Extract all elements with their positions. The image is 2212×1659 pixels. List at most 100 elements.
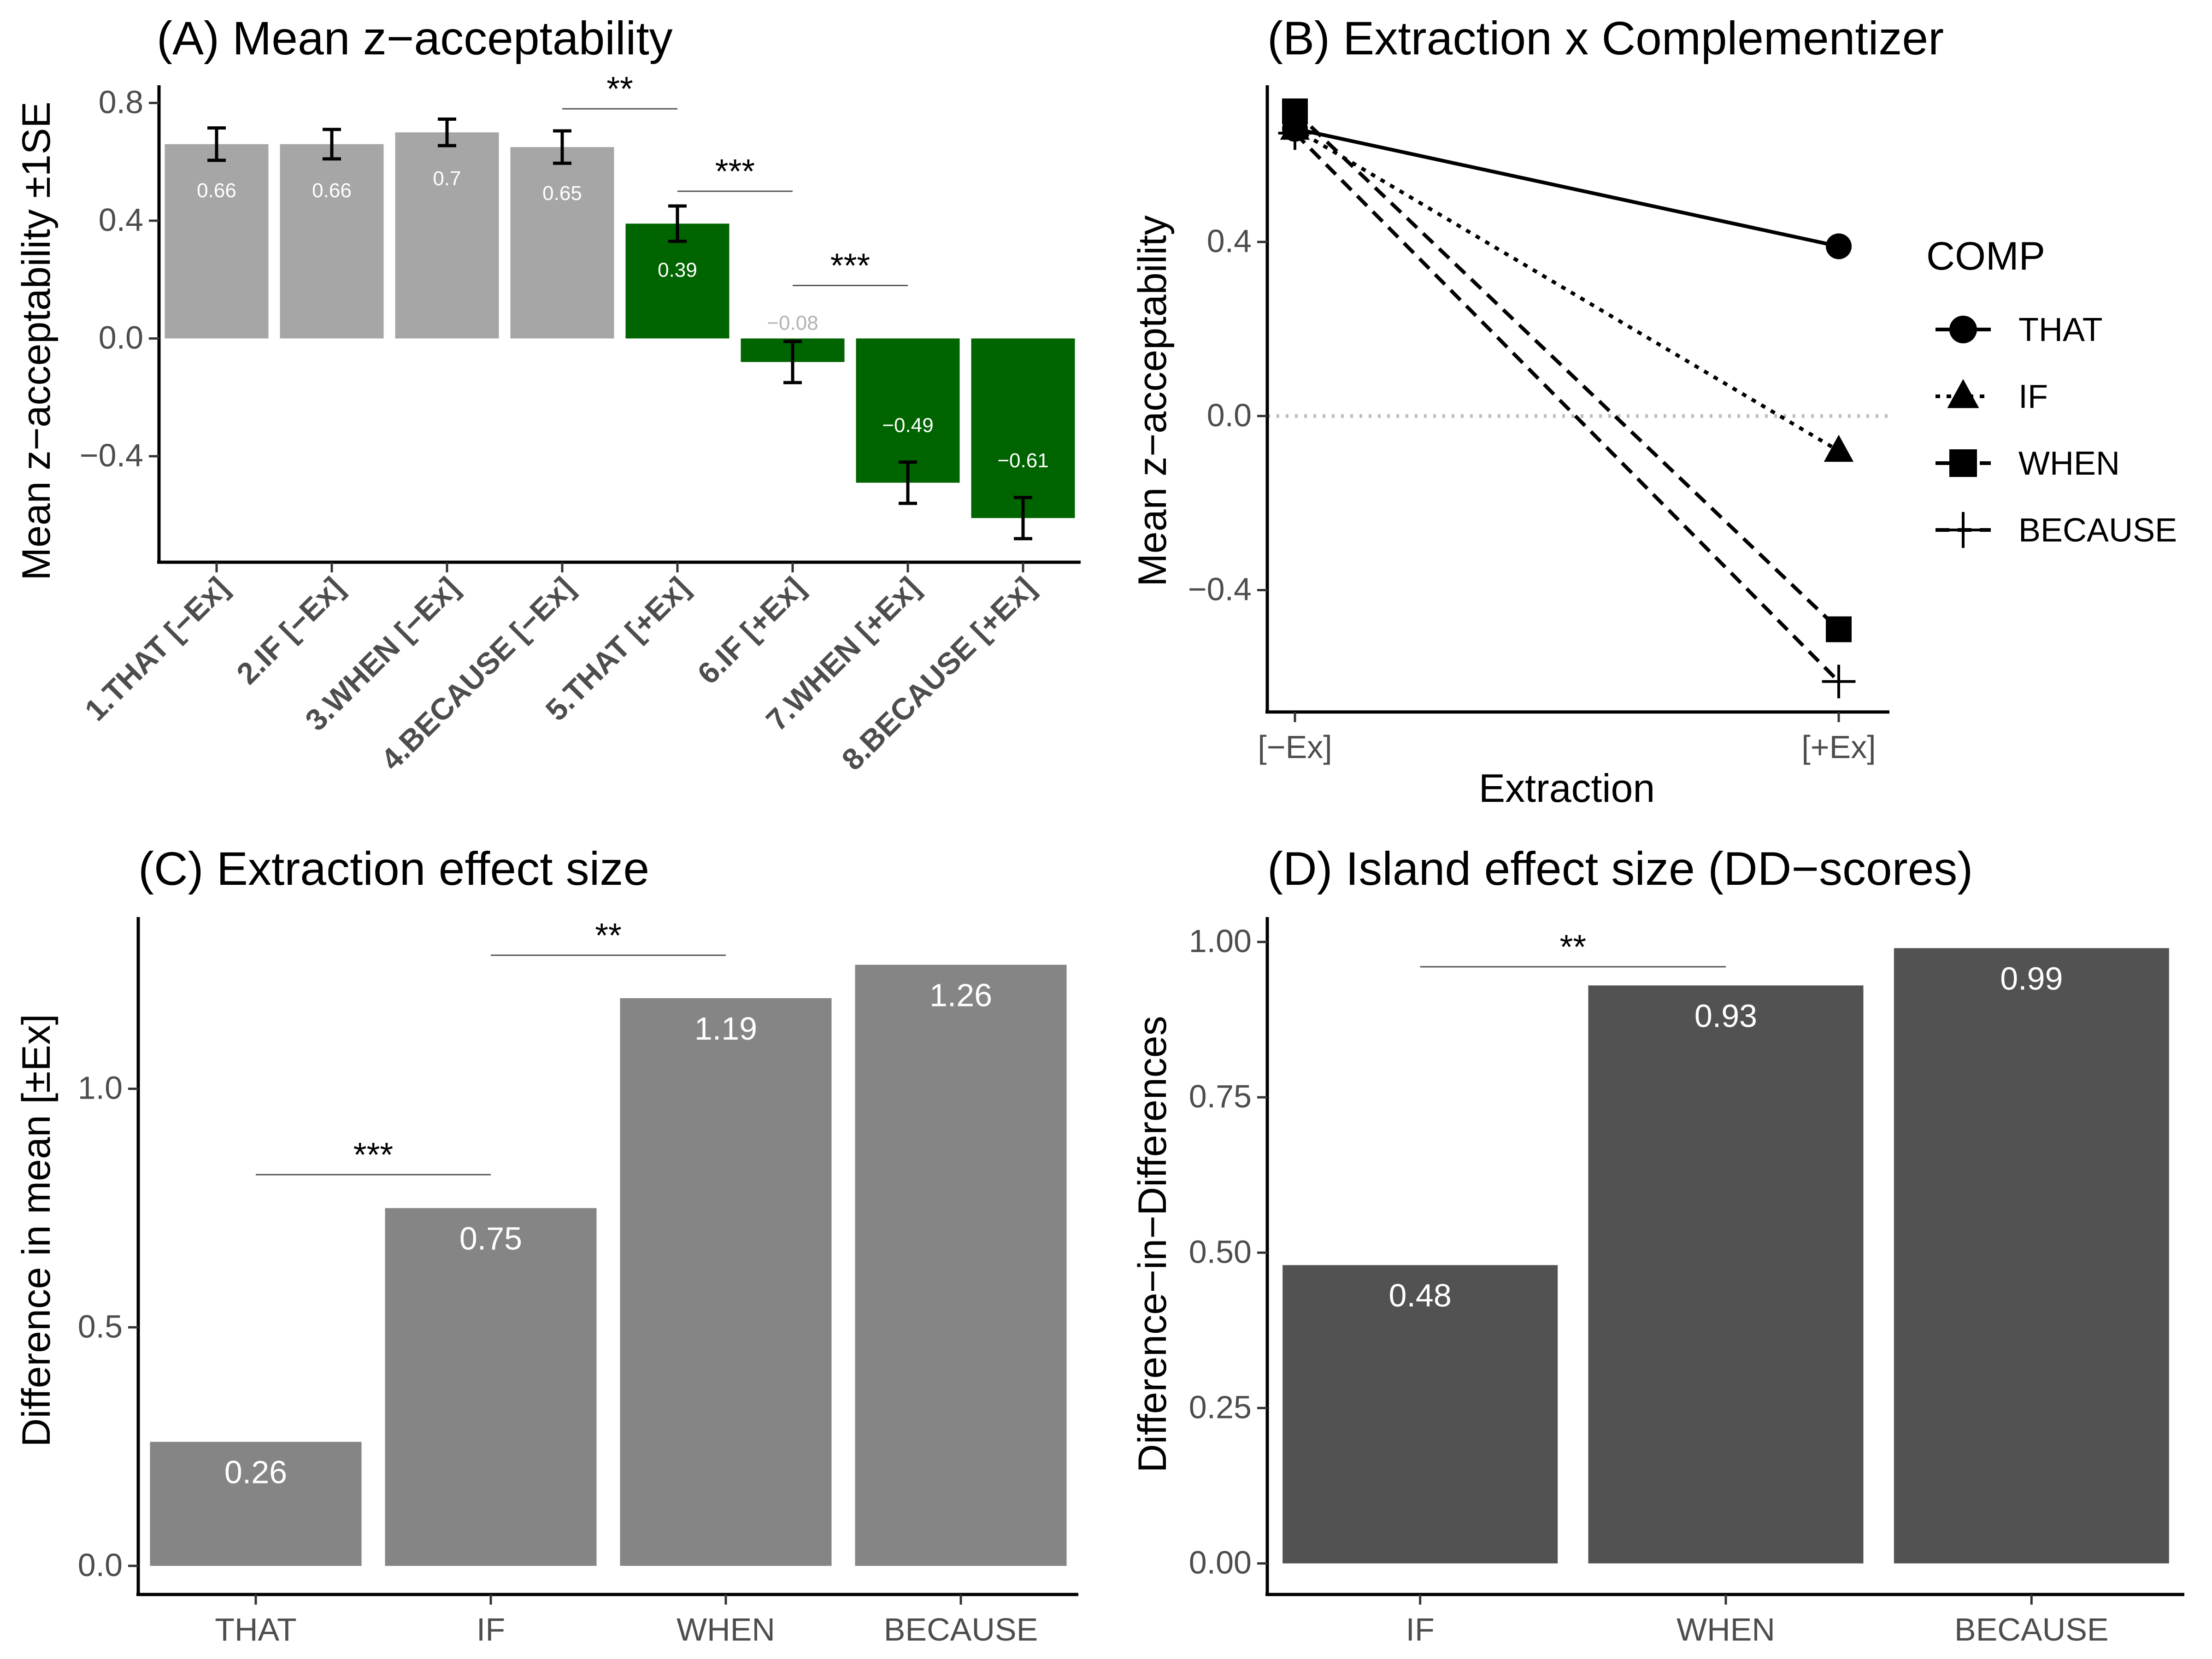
panel-d-bar xyxy=(1894,948,2169,1564)
panel-b-title: (B) Extraction x Complementizer xyxy=(1267,12,1944,65)
panel-c-value-label: 1.26 xyxy=(930,977,992,1013)
panel-c: (C) Extraction effect size Difference in… xyxy=(14,842,1078,1647)
x-tick-label: IF xyxy=(1406,1612,1435,1647)
x-tick-label: BECAUSE xyxy=(1954,1612,2109,1647)
legend-title: COMP xyxy=(1926,234,2045,278)
y-tick-label: −0.4 xyxy=(80,437,143,473)
data-point xyxy=(1822,665,1856,699)
series-line-when xyxy=(1294,110,1840,631)
panel-a-error-bar xyxy=(323,128,341,161)
series-line-that xyxy=(1294,127,1839,248)
panel-a-value-label: 0.65 xyxy=(542,182,582,205)
data-point xyxy=(1824,435,1854,462)
panel-c-bar xyxy=(620,998,832,1566)
data-point xyxy=(1949,449,1977,477)
data-point xyxy=(1945,512,1981,548)
panel-d-value-label: 0.93 xyxy=(1694,998,1757,1034)
x-tick-label: 8.BECAUSE [+Ex] xyxy=(835,571,1041,777)
x-tick-label: [+Ex] xyxy=(1801,729,1876,765)
x-tick-label: 2.IF [−Ex] xyxy=(230,571,350,691)
panel-b-y-axis-label: Mean z−acceptability xyxy=(1130,215,1175,587)
panel-a-error-bar xyxy=(207,126,226,162)
x-tick-label: BECAUSE xyxy=(884,1612,1038,1647)
panel-a-error-bar xyxy=(899,460,917,505)
panel-b-x-axis-label: Extraction xyxy=(1479,766,1655,811)
panel-c-value-label: 0.75 xyxy=(459,1220,522,1256)
data-point xyxy=(1947,379,1979,408)
significance-marker: *** xyxy=(830,246,870,284)
x-tick-label: 6.IF [+Ex] xyxy=(691,571,811,691)
panel-a-value-label: −0.61 xyxy=(997,449,1048,472)
x-tick-label: 4.BECAUSE [−Ex] xyxy=(374,571,581,777)
panel-a-error-bar xyxy=(783,340,802,384)
significance-marker: ** xyxy=(606,70,633,108)
x-tick-label: WHEN xyxy=(1677,1612,1775,1647)
significance-marker: ** xyxy=(1560,928,1587,966)
y-tick-label: 0.4 xyxy=(1207,223,1252,259)
panel-a-value-label: 0.39 xyxy=(658,259,697,281)
x-tick-label: 1.THAT [−Ex] xyxy=(78,571,235,728)
panel-a-value-label: 0.66 xyxy=(197,179,236,202)
panel-a: (A) Mean z−acceptability Mean z−acceptab… xyxy=(14,12,1081,777)
panel-d-title: (D) Island effect size (DD−scores) xyxy=(1267,842,1973,895)
panel-a-value-label: 0.7 xyxy=(433,167,461,190)
panel-c-y-axis-label: Difference in mean [±Ex] xyxy=(14,1014,59,1447)
y-tick-label: 0.4 xyxy=(99,202,143,238)
y-tick-label: 0.0 xyxy=(99,319,143,355)
panel-c-value-label: 1.19 xyxy=(694,1011,757,1047)
panel-d-value-label: 0.99 xyxy=(2000,960,2063,996)
legend-label: BECAUSE xyxy=(2018,512,2177,549)
panel-a-bar xyxy=(165,144,269,339)
panel-a-bar xyxy=(395,132,499,339)
significance-marker: *** xyxy=(353,1135,393,1174)
panel-b: (B) Extraction x Complementizer Mean z−a… xyxy=(1130,12,2177,811)
legend-item-when: WHEN xyxy=(1936,445,2120,482)
data-point xyxy=(1826,616,1852,642)
data-point xyxy=(1826,233,1852,259)
x-tick-label: IF xyxy=(477,1612,505,1647)
data-point xyxy=(1949,316,1977,343)
panel-a-title: (A) Mean z−acceptability xyxy=(157,12,673,65)
panel-a-bar xyxy=(971,338,1075,518)
panel-d-y-axis-label: Difference−in−Differences xyxy=(1130,1016,1175,1472)
x-tick-label: THAT xyxy=(215,1612,297,1647)
y-tick-label: −0.4 xyxy=(1188,571,1252,607)
significance-marker: ** xyxy=(595,916,622,954)
y-tick-label: 1.00 xyxy=(1189,923,1252,959)
legend-item-that: THAT xyxy=(1936,312,2103,348)
y-tick-label: 0.0 xyxy=(1207,397,1252,433)
panel-a-error-bar xyxy=(438,117,456,147)
panel-a-value-label: 0.66 xyxy=(312,179,352,202)
panel-c-bar xyxy=(385,1208,597,1566)
panel-c-bar xyxy=(855,965,1067,1566)
legend-label: IF xyxy=(2018,378,2048,415)
panel-a-bar xyxy=(856,338,960,483)
y-tick-label: 0.8 xyxy=(99,84,143,120)
panel-c-bar xyxy=(150,1441,362,1566)
y-tick-label: 0.75 xyxy=(1189,1078,1252,1114)
panel-a-error-bar xyxy=(668,204,687,243)
panel-d-bar xyxy=(1588,985,1864,1564)
panel-a-error-bar xyxy=(1014,495,1032,541)
x-tick-label: WHEN xyxy=(677,1612,775,1647)
y-tick-label: 0.00 xyxy=(1189,1545,1252,1581)
y-tick-label: 0.50 xyxy=(1189,1234,1252,1270)
panel-a-error-bar xyxy=(553,129,571,165)
panel-c-title: (C) Extraction effect size xyxy=(138,842,649,895)
panel-a-value-label: −0.49 xyxy=(882,414,933,437)
y-tick-label: 0.25 xyxy=(1189,1389,1252,1425)
panel-b-legend: COMP THAT IF WHEN BECAUSE xyxy=(1926,234,2177,549)
series-line-because xyxy=(1294,132,1840,683)
legend-item-because: BECAUSE xyxy=(1936,512,2177,549)
panel-d-value-label: 0.48 xyxy=(1389,1277,1452,1313)
series-line-if xyxy=(1294,127,1840,453)
legend-label: WHEN xyxy=(2018,445,2120,482)
significance-marker: *** xyxy=(715,152,755,190)
y-tick-label: 0.0 xyxy=(78,1547,123,1583)
data-point xyxy=(1278,116,1312,150)
legend-item-if: IF xyxy=(1936,378,2048,415)
panel-d: (D) Island effect size (DD−scores) Diffe… xyxy=(1130,842,2184,1647)
panel-a-y-axis-label: Mean z−acceptability ±1SE xyxy=(14,101,59,580)
x-tick-label: [−Ex] xyxy=(1258,729,1332,765)
